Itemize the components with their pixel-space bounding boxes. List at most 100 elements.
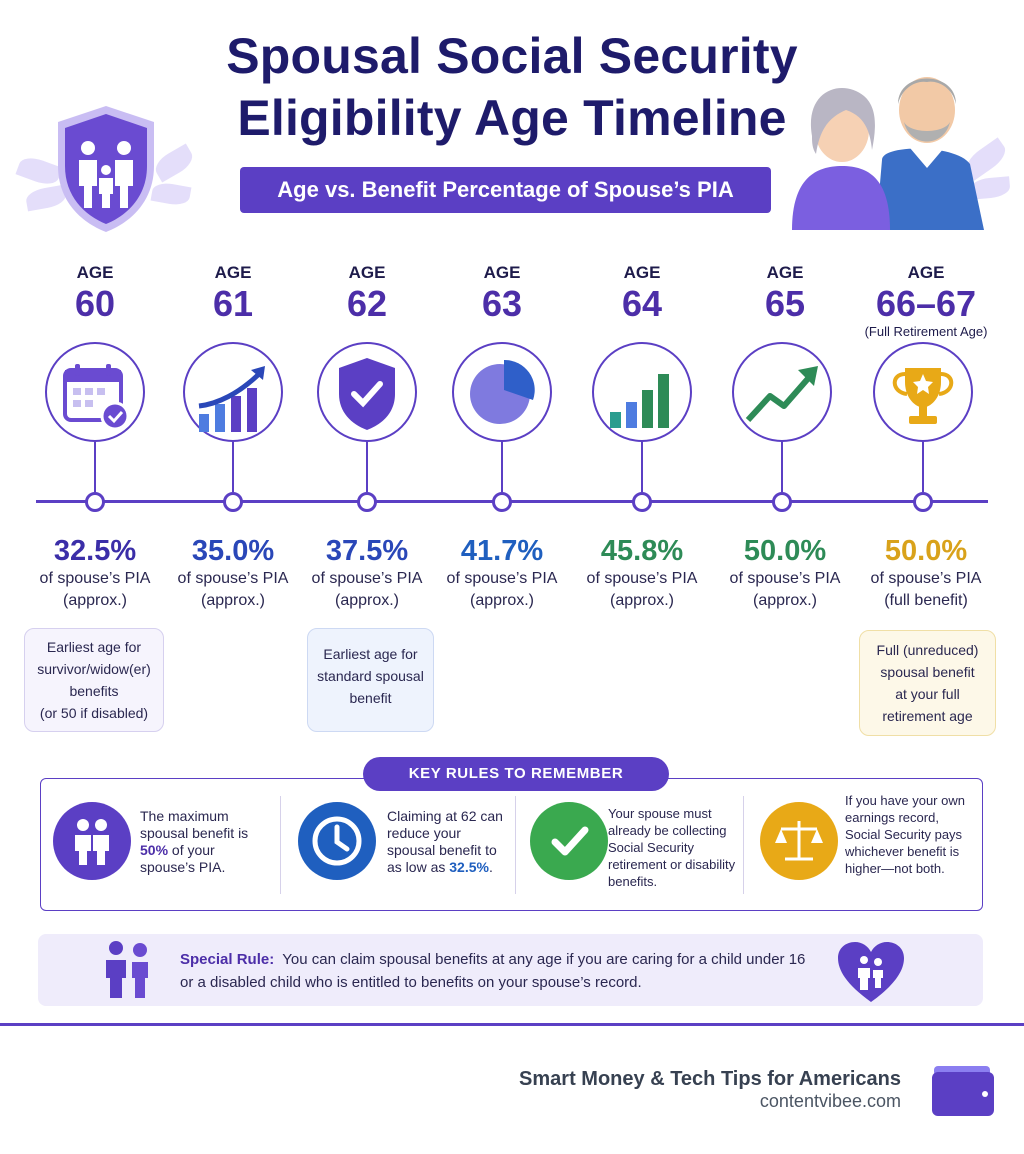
benefit-qualifier: (approx.) xyxy=(609,592,675,609)
family-shield-illustration xyxy=(14,100,197,235)
benefit-of-pia: of spouse’s PIA xyxy=(870,570,982,587)
timeline-dot xyxy=(85,492,105,512)
timeline-dot xyxy=(223,492,243,512)
note-line: spousal benefit xyxy=(880,664,975,680)
note-line: survivor/widow(er) xyxy=(37,661,151,677)
benefit-percent: 41.7% xyxy=(460,535,544,567)
benefit-qualifier: (approx.) xyxy=(62,592,128,609)
age-value: 65 xyxy=(764,283,806,324)
benefit-64: 45.8% of spouse’s PIA (approx.) xyxy=(567,534,717,612)
note-age-62: Earliest age for standard spousal benefi… xyxy=(307,628,434,732)
age-label: AGE xyxy=(766,263,804,282)
age-value: 66–67 xyxy=(875,283,977,324)
divider xyxy=(743,796,744,894)
special-rule-body: You can claim spousal benefits at any ag… xyxy=(180,951,806,991)
note-line: standard spousal xyxy=(317,668,424,684)
footer-divider xyxy=(0,1023,1024,1026)
age-label: AGE xyxy=(348,263,386,282)
age-value: 63 xyxy=(481,283,523,324)
trend-up-icon xyxy=(732,342,832,442)
rule-2-text: Claiming at 62 can reduce your spousal b… xyxy=(387,808,505,876)
connector-line xyxy=(366,442,368,492)
connector-line xyxy=(94,442,96,492)
divider xyxy=(515,796,516,894)
benefit-of-pia: of spouse’s PIA xyxy=(177,570,289,587)
note-line: Earliest age for xyxy=(46,639,142,655)
benefit-66-67: 50.0% of spouse’s PIA (full benefit) xyxy=(851,534,1001,612)
divider xyxy=(280,796,281,894)
age-column-65: AGE 65 xyxy=(710,262,860,324)
note-line: Full (unreduced) xyxy=(876,642,979,658)
note-line: benefits xyxy=(69,683,119,699)
wallet-icon xyxy=(932,1062,996,1123)
bar-chart-icon xyxy=(592,342,692,442)
timeline-dot xyxy=(913,492,933,512)
age-column-60: AGE 60 xyxy=(20,262,170,324)
page-title-line-1: Spousal Social Security xyxy=(226,28,798,84)
benefit-percent: 37.5% xyxy=(325,535,409,567)
rule-highlight: 32.5% xyxy=(449,859,489,875)
connector-line xyxy=(922,442,924,492)
footer-site: contentvibee.com xyxy=(759,1091,901,1111)
rule-text-part: Claiming at 62 can reduce your spousal b… xyxy=(387,808,503,875)
benefit-qualifier: (approx.) xyxy=(752,592,818,609)
benefit-65: 50.0% of spouse’s PIA (approx.) xyxy=(710,534,860,612)
age-column-61: AGE 61 xyxy=(158,262,308,324)
note-line: at your full xyxy=(895,686,960,702)
age-value: 64 xyxy=(621,283,663,324)
age-label: AGE xyxy=(907,263,945,282)
age-label: AGE xyxy=(483,263,521,282)
benefit-percent: 50.0% xyxy=(884,535,968,567)
special-rule-text: Special Rule: You can claim spousal bene… xyxy=(180,948,820,994)
benefit-of-pia: of spouse’s PIA xyxy=(446,570,558,587)
rule-text-part: of your spouse’s PIA. xyxy=(140,842,226,875)
timeline-dot xyxy=(357,492,377,512)
age-column-64: AGE 64 xyxy=(567,262,717,324)
benefit-percent: 50.0% xyxy=(743,535,827,567)
benefit-qualifier: (approx.) xyxy=(469,592,535,609)
benefit-qualifier: (approx.) xyxy=(200,592,266,609)
benefit-of-pia: of spouse’s PIA xyxy=(39,570,151,587)
page-title-line-2: Eligibility Age Timeline xyxy=(237,90,787,146)
benefit-percent: 35.0% xyxy=(191,535,275,567)
shield-check-icon xyxy=(317,342,417,442)
family-shield-icon xyxy=(58,106,154,232)
benefit-63: 41.7% of spouse’s PIA (approx.) xyxy=(427,534,577,612)
rule-highlight: 50% xyxy=(140,842,169,858)
age-column-66-67: AGE 66–67 (Full Retirement Age) xyxy=(851,262,1001,340)
age-value: 62 xyxy=(346,283,388,324)
connector-line xyxy=(781,442,783,492)
key-rules-title: KEY RULES TO REMEMBER xyxy=(363,757,669,791)
note-age-66-67: Full (unreduced) spousal benefit at your… xyxy=(859,630,996,736)
note-line: retirement age xyxy=(882,708,973,724)
pie-chart-icon xyxy=(452,342,552,442)
connector-line xyxy=(641,442,643,492)
timeline-axis xyxy=(36,500,988,503)
checkmark-icon xyxy=(530,802,608,880)
timeline-dot xyxy=(492,492,512,512)
senior-couple-illustration xyxy=(786,60,1016,232)
rule-4-text: If you have your own earnings record, So… xyxy=(845,793,965,876)
note-age-60: Earliest age for survivor/widow(er) bene… xyxy=(24,628,164,732)
rule-3-text: Your spouse must already be collecting S… xyxy=(608,806,736,889)
benefit-of-pia: of spouse’s PIA xyxy=(586,570,698,587)
age-value: 60 xyxy=(74,283,116,324)
calendar-check-icon xyxy=(45,342,145,442)
note-line: (or 50 if disabled) xyxy=(39,705,149,721)
note-line: benefit xyxy=(349,690,392,706)
connector-line xyxy=(501,442,503,492)
timeline-dot xyxy=(632,492,652,512)
rule-text-part: . xyxy=(488,859,493,875)
benefit-61: 35.0% of spouse’s PIA (approx.) xyxy=(158,534,308,612)
clock-icon xyxy=(298,802,376,880)
connector-line xyxy=(232,442,234,492)
rule-text-part: The maximum spousal benefit is xyxy=(140,808,249,841)
scales-icon xyxy=(760,802,838,880)
benefit-62: 37.5% of spouse’s PIA (approx.) xyxy=(292,534,442,612)
age-label: AGE xyxy=(76,263,114,282)
special-rule-label: Special Rule: xyxy=(180,951,275,968)
benefit-percent: 32.5% xyxy=(53,535,137,567)
timeline-dot xyxy=(772,492,792,512)
footer-brand: Smart Money & Tech Tips for Americans xyxy=(519,1068,901,1090)
age-column-62: AGE 62 xyxy=(292,262,442,324)
